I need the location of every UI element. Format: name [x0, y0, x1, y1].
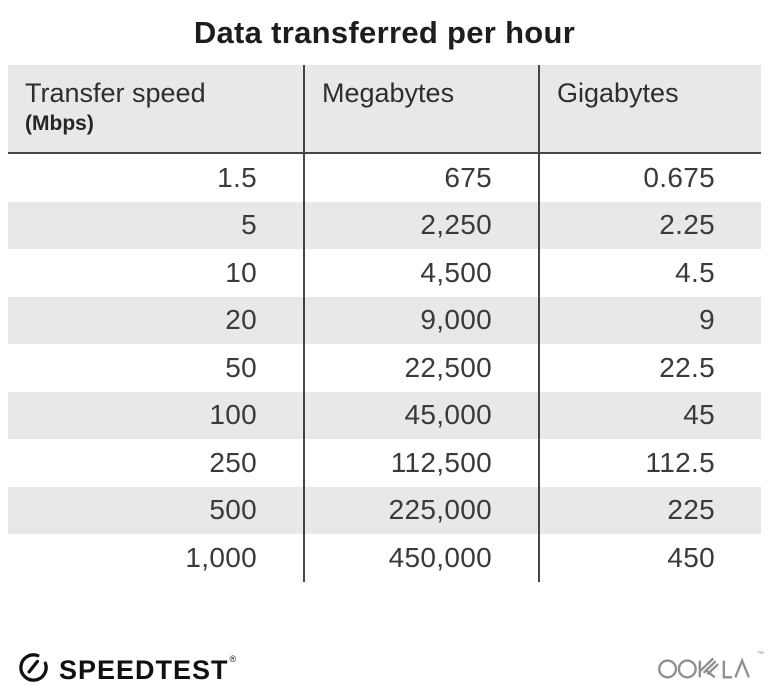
- cell-speed: 1,000: [185, 541, 257, 573]
- cell-gigabytes: 22.5: [538, 344, 761, 392]
- cell-megabytes: 45,000: [303, 391, 538, 439]
- header-label: Transfer speed: [25, 78, 206, 108]
- header-sublabel-mbps: (Mbps): [25, 112, 94, 135]
- cell-gigabytes: 0.675: [538, 154, 761, 202]
- header-cell-transfer-speed: Transfer speed (Mbps): [8, 65, 303, 152]
- table-row: 1.5 675 0.675: [8, 154, 761, 202]
- cell-speed: 5: [241, 209, 257, 241]
- page-title: Data transferred per hour: [193, 15, 576, 50]
- footer: SPEEDTEST ® OOKLA: [16, 650, 764, 690]
- cell-speed: 100: [209, 399, 257, 431]
- header-cell-gigabytes: Gigabytes: [538, 65, 761, 152]
- table-row: 500 225,000 225: [8, 486, 761, 534]
- table-body: 1.5 675 0.675 5 2,250 2.25 10 4,500 4.5 …: [8, 154, 761, 582]
- cell-gigabytes: 450: [538, 534, 761, 582]
- speedtest-gauge-icon: [16, 650, 51, 690]
- ookla-logo: OOKLA ™: [657, 651, 764, 687]
- speedtest-logo: SPEEDTEST ®: [16, 650, 237, 690]
- ookla-wordmark-icon: [657, 653, 757, 687]
- table-row: 250 112,500 112.5: [8, 439, 761, 487]
- cell-megabytes: 225,000: [303, 486, 538, 534]
- speedtest-wordmark: SPEEDTEST: [59, 654, 229, 685]
- cell-megabytes: 22,500: [303, 344, 538, 392]
- table-row: 10 4,500 4.5: [8, 249, 761, 297]
- data-table: Transfer speed (Mbps) Megabytes Gigabyte…: [8, 65, 761, 582]
- cell-gigabytes: 112.5: [538, 439, 761, 487]
- cell-gigabytes: 225: [538, 486, 761, 534]
- cell-speed: 50: [225, 351, 257, 383]
- cell-speed: 20: [225, 304, 257, 336]
- cell-speed: 500: [209, 494, 257, 526]
- cell-megabytes: 675: [303, 154, 538, 202]
- cell-megabytes: 112,500: [303, 439, 538, 487]
- table-row: 100 45,000 45: [8, 391, 761, 439]
- table-row: 5 2,250 2.25: [8, 201, 761, 249]
- cell-gigabytes: 9: [538, 296, 761, 344]
- cell-gigabytes: 2.25: [538, 201, 761, 249]
- table-row: 20 9,000 9: [8, 296, 761, 344]
- trademark-mark: ™: [757, 651, 764, 658]
- table-row: 50 22,500 22.5: [8, 344, 761, 392]
- table-header-row: Transfer speed (Mbps) Megabytes Gigabyte…: [8, 65, 761, 154]
- header-cell-megabytes: Megabytes: [303, 65, 538, 152]
- cell-megabytes: 9,000: [303, 296, 538, 344]
- cell-speed: 1.5: [217, 161, 257, 193]
- cell-megabytes: 450,000: [303, 534, 538, 582]
- registered-trademark-mark: ®: [229, 654, 237, 664]
- cell-megabytes: 4,500: [303, 249, 538, 297]
- header-label: Gigabytes: [557, 78, 679, 108]
- table-row: 1,000 450,000 450: [8, 534, 761, 582]
- cell-gigabytes: 45: [538, 391, 761, 439]
- cell-speed: 250: [209, 446, 257, 478]
- header-label: Megabytes: [322, 78, 455, 108]
- cell-gigabytes: 4.5: [538, 249, 761, 297]
- cell-speed: 10: [225, 256, 257, 288]
- cell-megabytes: 2,250: [303, 201, 538, 249]
